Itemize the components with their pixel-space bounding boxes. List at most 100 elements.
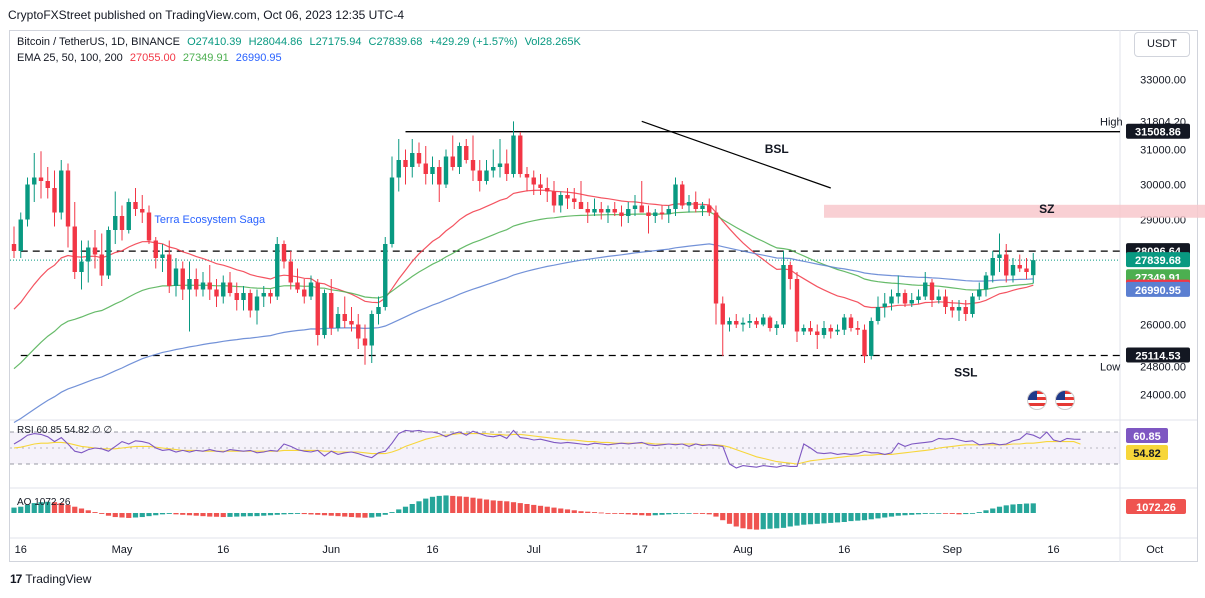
x-tick-label: Sep xyxy=(942,544,962,556)
price-scale-value: 24800.00 xyxy=(1140,362,1186,374)
candle-up xyxy=(882,303,887,307)
candle-down xyxy=(585,209,590,213)
candle-down xyxy=(11,244,17,251)
candle-down xyxy=(815,331,820,335)
candle-down xyxy=(140,209,145,213)
candle-down xyxy=(133,202,138,209)
ao-bar xyxy=(807,513,814,525)
ao-bar xyxy=(72,506,78,513)
x-tick-label: 16 xyxy=(1047,544,1059,556)
ao-bar xyxy=(585,511,591,513)
rsi-ma-line xyxy=(13,433,1081,465)
symbol-name[interactable]: Bitcoin / TetherUS, 1D, BINANCE xyxy=(17,36,181,48)
ao-bar xyxy=(510,502,517,513)
candle-down xyxy=(194,279,199,290)
candle-up xyxy=(592,209,597,213)
ao-bar xyxy=(517,503,523,513)
candle-up xyxy=(491,167,496,171)
ema-label[interactable]: EMA 25, 50, 100, 200 xyxy=(17,52,123,64)
x-tick-label: 16 xyxy=(838,544,850,556)
ao-legend: AO 1072.26 xyxy=(17,497,71,508)
ao-bar xyxy=(524,504,530,513)
ao-bar xyxy=(173,513,179,515)
ao-bar xyxy=(828,513,834,523)
candle-up xyxy=(254,296,260,311)
ao-bar xyxy=(639,513,645,516)
candle-up xyxy=(916,296,921,300)
x-tick-label: 17 xyxy=(636,544,648,556)
candle-down xyxy=(349,321,354,325)
candle-up xyxy=(700,205,705,209)
tradingview-brand[interactable]: TradingView xyxy=(25,572,92,586)
symbol-legend: Bitcoin / TetherUS, 1D, BINANCE O27410.3… xyxy=(17,36,585,48)
ao-bar xyxy=(450,495,456,513)
ao-bar xyxy=(429,496,436,513)
candle-down xyxy=(65,170,71,227)
low-value: L27175.94 xyxy=(309,36,362,48)
x-tick-label: May xyxy=(112,544,133,556)
candle-down xyxy=(565,195,570,199)
candle-up xyxy=(160,254,165,258)
ao-bar xyxy=(1010,504,1016,513)
ema-25-line xyxy=(13,189,1034,310)
ao-bar xyxy=(497,500,503,513)
chart-frame[interactable] xyxy=(9,30,1198,562)
ao-bar xyxy=(227,513,233,517)
ao-bar xyxy=(963,513,969,515)
candle-down xyxy=(288,261,293,283)
ao-bar xyxy=(369,513,375,518)
candle-up xyxy=(1010,265,1016,276)
ao-bar xyxy=(1017,504,1023,513)
candle-down xyxy=(315,282,320,335)
ao-bar xyxy=(659,513,665,515)
candle-up xyxy=(875,307,881,321)
us-flag-icon[interactable] xyxy=(1055,390,1075,410)
ao-bar xyxy=(632,513,638,515)
candle-down xyxy=(207,282,212,290)
ao-bar xyxy=(153,513,159,516)
ao-bar xyxy=(51,502,58,513)
ao-bar xyxy=(976,512,982,513)
candle-up xyxy=(308,282,314,297)
candle-up xyxy=(632,205,638,209)
ao-bar xyxy=(389,512,395,513)
candle-down xyxy=(437,167,442,185)
ao-bar xyxy=(666,513,672,515)
price-scale-tag: High xyxy=(1100,116,1123,128)
tradingview-logo-icon[interactable]: 17 xyxy=(10,572,22,586)
candle-up xyxy=(781,265,786,325)
candle-up xyxy=(241,293,246,300)
us-flag-icon[interactable] xyxy=(1027,390,1047,410)
candle-up xyxy=(32,177,37,185)
ao-bar xyxy=(281,513,287,515)
candle-down xyxy=(707,205,712,213)
candle-down xyxy=(450,156,455,167)
ao-bar xyxy=(882,513,888,518)
currency-unit-button[interactable]: USDT xyxy=(1134,32,1190,57)
candle-down xyxy=(929,282,935,300)
ao-bar xyxy=(679,513,685,514)
candle-down xyxy=(227,282,233,293)
candle-down xyxy=(329,293,334,328)
candle-down xyxy=(754,321,759,325)
candle-up xyxy=(747,321,752,323)
descending-trendline xyxy=(641,120,831,189)
ao-bar xyxy=(301,513,307,515)
ao-bar xyxy=(402,506,409,513)
ao-bar xyxy=(693,513,699,514)
rsi-legend: RSI 60.85 54.82 ∅ ∅ xyxy=(17,425,112,436)
ao-bar xyxy=(902,513,908,516)
ao-bar xyxy=(990,508,996,513)
ao-bar xyxy=(200,513,206,517)
candle-up xyxy=(275,244,280,297)
ao-bar xyxy=(254,513,260,517)
y-tick-label: 24000.00 xyxy=(1140,390,1186,402)
candle-up xyxy=(673,184,678,209)
candle-down xyxy=(794,279,800,332)
candle-down xyxy=(862,329,867,356)
price-scale-badge xyxy=(1126,281,1190,297)
candle-down xyxy=(416,153,422,164)
candle-up xyxy=(977,289,982,297)
ao-bar xyxy=(591,512,598,513)
